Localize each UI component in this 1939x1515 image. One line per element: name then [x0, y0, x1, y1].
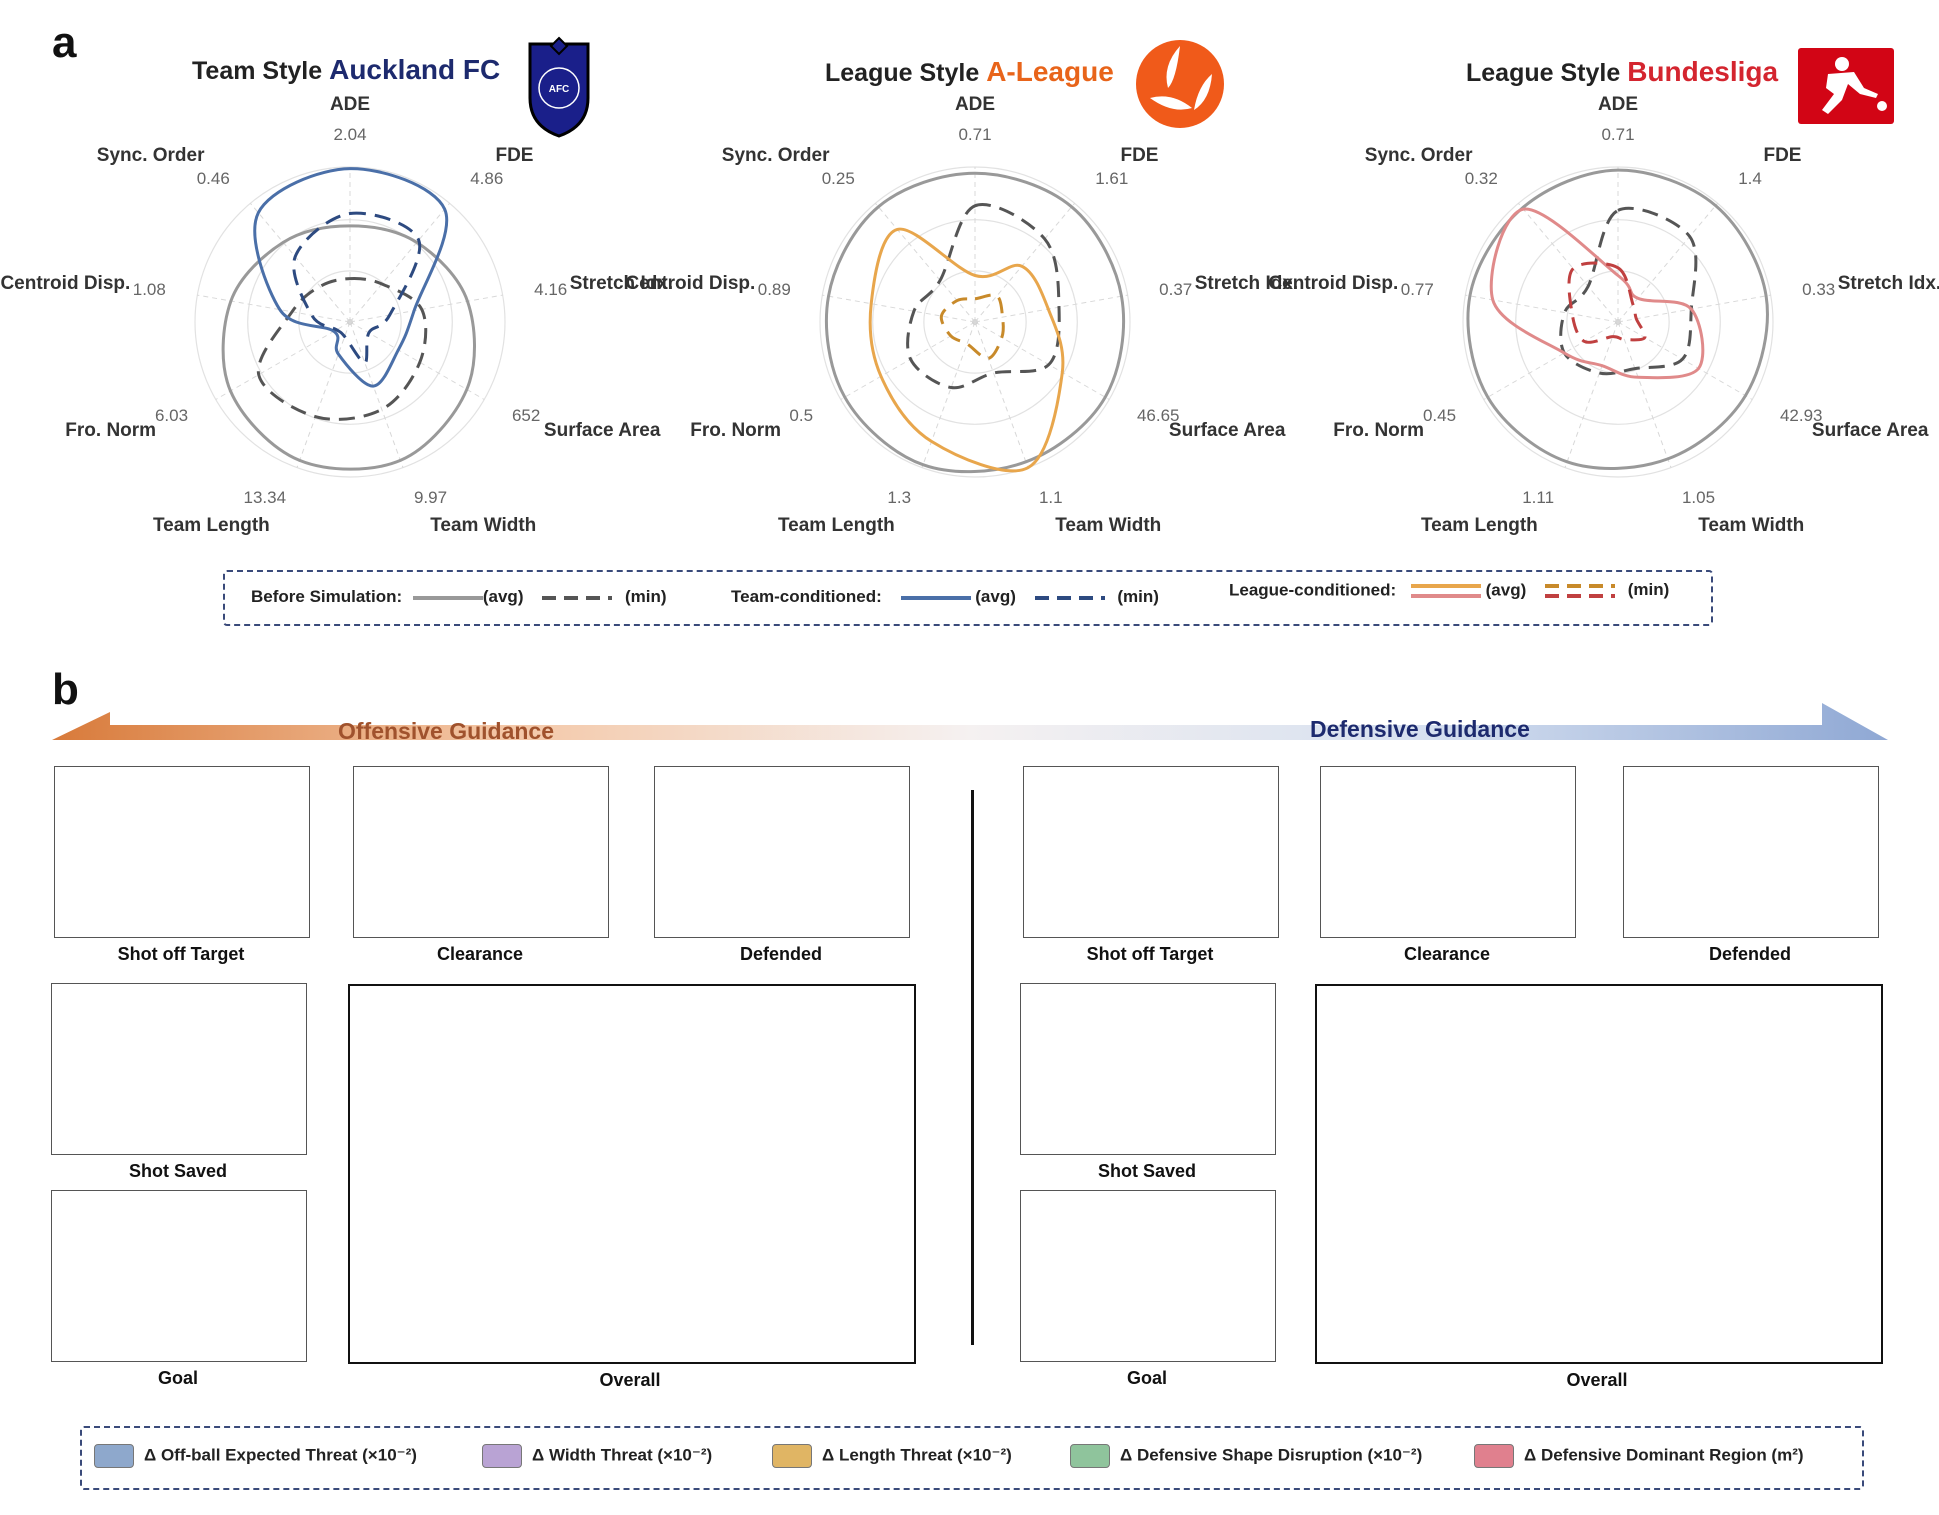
violin-subplot-caption: Shot off Target — [1023, 944, 1277, 965]
violin-subplot-caption: Defended — [1623, 944, 1877, 965]
violin-subplot-caption: Clearance — [1320, 944, 1574, 965]
legend-entry-dominant-region: Δ Defensive Dominant Region (m²) — [1474, 1444, 1804, 1468]
legend-swatch — [772, 1444, 812, 1468]
violin-subplot-frame — [54, 766, 310, 938]
overall-subplot-frame — [348, 984, 916, 1364]
violin-subplot-frame — [654, 766, 910, 938]
violin-subplot-caption: Shot off Target — [54, 944, 308, 965]
violin-subplot-frame — [51, 1190, 307, 1362]
overall-subplot-caption: Overall — [1315, 1370, 1879, 1391]
violin-subplot-frame — [1020, 1190, 1276, 1362]
legend-swatch — [94, 1444, 134, 1468]
violin-subplot-caption: Shot Saved — [1020, 1161, 1274, 1182]
violin-subplot-frame — [1320, 766, 1576, 938]
legend-entry-shape-disruption: Δ Defensive Shape Disruption (×10⁻²) — [1070, 1444, 1422, 1468]
violin-subplot-caption: Shot Saved — [51, 1161, 305, 1182]
overall-subplot-caption: Overall — [348, 1370, 912, 1391]
legend-entry-offball-xt: Δ Off-ball Expected Threat (×10⁻²) — [94, 1444, 417, 1468]
violin-subplot-frame — [1023, 766, 1279, 938]
legend-swatch — [1070, 1444, 1110, 1468]
violin-subplot-frame — [1623, 766, 1879, 938]
legend-entry-width-threat: Δ Width Threat (×10⁻²) — [482, 1444, 712, 1468]
violin-subplot-caption: Clearance — [353, 944, 607, 965]
violin-subplot-frame — [1020, 983, 1276, 1155]
violin-subplot-frame — [51, 983, 307, 1155]
violin-subplot-frame — [353, 766, 609, 938]
violin-subplot-caption: Defended — [654, 944, 908, 965]
violin-subplot-caption: Goal — [51, 1368, 305, 1389]
legend-swatch — [482, 1444, 522, 1468]
violin-legend: Δ Off-ball Expected Threat (×10⁻²) Δ Wid… — [80, 1426, 1864, 1490]
legend-swatch — [1474, 1444, 1514, 1468]
legend-entry-length-threat: Δ Length Threat (×10⁻²) — [772, 1444, 1012, 1468]
violin-subplot-caption: Goal — [1020, 1368, 1274, 1389]
overall-subplot-frame — [1315, 984, 1883, 1364]
